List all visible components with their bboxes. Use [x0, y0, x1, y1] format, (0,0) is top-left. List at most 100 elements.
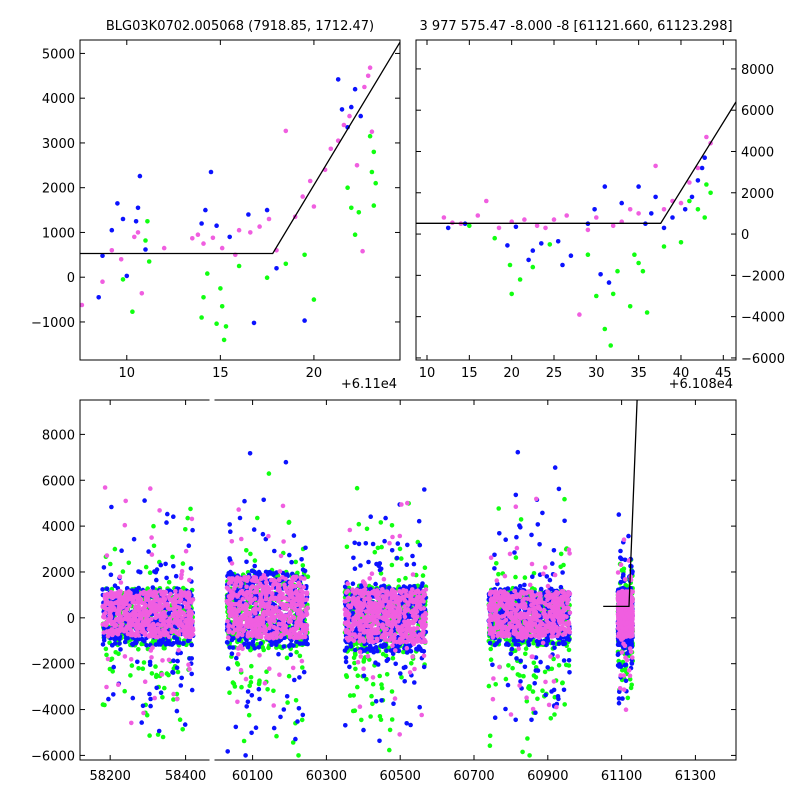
bottom-point-pink	[280, 591, 285, 597]
bottom-point-green	[122, 688, 127, 694]
bottom-point-pink	[255, 634, 261, 639]
top-right-point-pink	[551, 217, 557, 222]
top-right-point-green	[708, 190, 713, 196]
bottom-point-pink	[102, 485, 108, 490]
bottom-point-pink	[410, 654, 415, 659]
bottom-point-green	[180, 727, 185, 732]
bottom-point-blue	[297, 675, 302, 680]
bottom-point-pink	[294, 602, 300, 608]
bottom-point-blue	[144, 643, 149, 648]
bottom-point-green	[353, 666, 358, 672]
top-right-point-blue	[568, 253, 574, 258]
bottom-point-blue	[187, 656, 192, 661]
bottom-point-pink	[248, 616, 253, 621]
bottom-point-green	[294, 649, 299, 655]
bottom-point-green	[396, 578, 402, 583]
bottom-point-blue	[225, 666, 231, 671]
bottom-point-green	[369, 693, 374, 699]
bottom-point-blue	[106, 696, 111, 702]
bottom-point-blue	[273, 642, 279, 648]
top-right-point-green	[695, 207, 701, 212]
bottom-point-pink	[279, 601, 285, 606]
bottom-point-blue	[253, 725, 259, 730]
bottom-point-pink	[162, 632, 167, 638]
top-left-point-blue	[227, 234, 232, 240]
bottom-point-green	[143, 564, 149, 570]
bottom-point-green	[548, 716, 554, 721]
top-left-x-tick-label: 10	[119, 366, 136, 381]
bottom-point-pink	[274, 609, 279, 614]
bottom-point-blue	[416, 518, 422, 524]
bottom-point-blue	[109, 643, 115, 648]
bottom-point-blue	[182, 722, 188, 727]
bottom-point-blue	[379, 698, 384, 703]
bottom-point-green	[556, 663, 562, 668]
bottom-point-pink	[108, 589, 114, 595]
bottom-point-pink	[370, 609, 376, 615]
bottom-point-green	[286, 520, 292, 525]
bottom-point-blue	[382, 643, 388, 649]
bottom-point-pink	[366, 590, 371, 596]
top-left-y-tick-label: 3000	[42, 137, 75, 152]
bottom-point-pink	[276, 621, 282, 627]
bottom-point-pink	[107, 593, 112, 599]
bottom-point-pink	[419, 712, 425, 718]
bottom-point-green	[562, 496, 567, 502]
top-right-point-green	[678, 240, 684, 245]
bottom-point-pink	[177, 593, 183, 599]
bottom-point-pink	[104, 599, 110, 604]
bottom-point-pink	[149, 552, 155, 557]
top-left-point-pink	[360, 248, 365, 254]
bottom-point-blue	[408, 722, 413, 728]
bottom-point-pink	[413, 606, 418, 611]
bottom-point-green	[177, 717, 183, 722]
bottom-point-blue	[111, 664, 116, 670]
bottom-point-blue	[172, 635, 177, 640]
bottom-point-pink	[390, 591, 396, 597]
bottom-point-pink	[360, 603, 365, 609]
bottom-point-blue	[293, 736, 298, 742]
top-left-point-blue	[133, 219, 139, 224]
bottom-point-green	[185, 515, 190, 521]
bottom-point-blue	[367, 643, 373, 649]
bottom-point-pink	[419, 631, 424, 637]
bottom-point-blue	[296, 706, 302, 711]
bottom-point-pink	[129, 623, 135, 628]
bottom-point-pink	[280, 503, 286, 509]
bottom-point-pink	[168, 623, 174, 629]
bottom-point-pink	[287, 585, 293, 591]
bottom-point-pink	[265, 603, 270, 609]
top-right-y-tick-label: −4000	[741, 311, 785, 326]
bottom-point-pink	[384, 626, 389, 632]
bottom-point-pink	[401, 595, 406, 601]
bottom-point-blue	[229, 651, 235, 656]
bottom-point-blue	[186, 543, 192, 548]
top-right-point-blue	[555, 239, 561, 244]
bottom-point-green	[248, 551, 253, 557]
bottom-point-pink	[143, 590, 149, 596]
top-left-point-green	[349, 205, 354, 211]
bottom-point-blue	[138, 569, 143, 575]
bottom-point-pink	[357, 632, 363, 637]
bottom-point-pink	[124, 611, 130, 616]
bottom-point-green	[403, 575, 408, 581]
bottom-point-blue	[303, 545, 308, 551]
top-right-point-pink	[441, 215, 447, 220]
top-left-point-green	[356, 210, 362, 215]
top-left-point-blue	[100, 253, 105, 258]
bottom-point-pink	[246, 633, 252, 638]
bottom-point-pink	[413, 589, 419, 594]
bottom-point-green	[140, 666, 146, 671]
bottom-point-green	[552, 712, 557, 717]
bottom-point-pink	[413, 597, 418, 603]
bottom-point-blue	[142, 498, 147, 503]
bottom-point-blue	[117, 636, 122, 642]
bottom-point-blue	[394, 555, 400, 561]
bottom-point-pink	[188, 623, 194, 628]
bottom-point-pink	[296, 580, 301, 586]
bottom-point-blue	[375, 662, 381, 667]
bottom-point-pink	[367, 576, 373, 581]
bottom-point-green	[542, 669, 548, 675]
top-right-y-tick-label: 6000	[741, 104, 774, 119]
bottom-point-blue	[189, 671, 194, 677]
